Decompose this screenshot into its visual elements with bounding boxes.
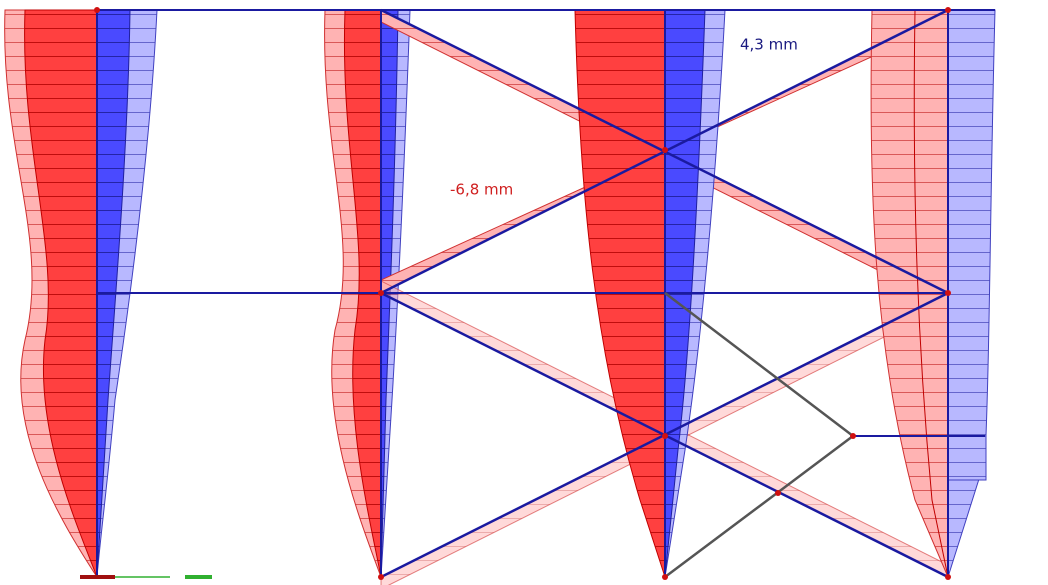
nodes (94, 7, 951, 580)
min-label: -6,8 mm (450, 181, 513, 199)
node (775, 490, 781, 496)
node (662, 433, 668, 439)
blue-bracket (947, 435, 987, 481)
node (662, 147, 668, 153)
blue-envelope (947, 9, 996, 578)
column-1-diagram (4, 9, 158, 579)
node (945, 290, 951, 296)
node (662, 574, 668, 580)
node (945, 7, 951, 13)
node (378, 290, 384, 296)
node (850, 433, 856, 439)
node (945, 574, 951, 580)
max-label: 4,3 mm (740, 36, 798, 54)
node (378, 574, 384, 580)
red-diagram (24, 9, 98, 578)
node (94, 7, 100, 13)
